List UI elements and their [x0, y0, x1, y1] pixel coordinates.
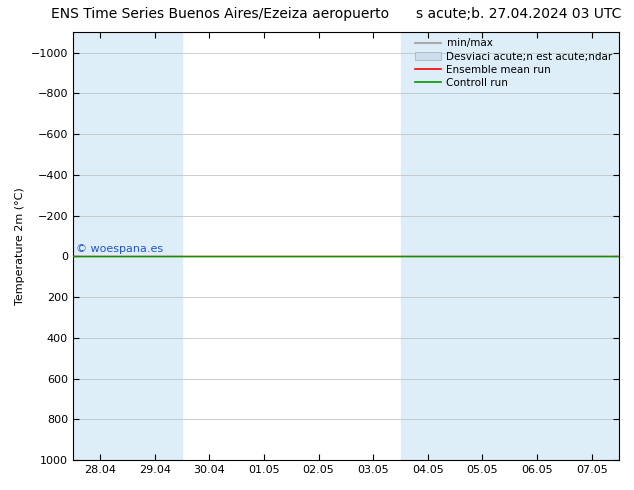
Text: ENS Time Series Buenos Aires/Ezeiza aeropuerto: ENS Time Series Buenos Aires/Ezeiza aero…: [51, 7, 389, 22]
Bar: [73, 32, 127, 460]
Bar: [401, 32, 455, 460]
Text: © woespana.es: © woespana.es: [75, 244, 163, 254]
Bar: [127, 32, 182, 460]
Legend: min/max, Desviaci acute;n est acute;ndar, Ensemble mean run, Controll run: min/max, Desviaci acute;n est acute;ndar…: [411, 34, 617, 92]
Text: s acute;b. 27.04.2024 03 UTC: s acute;b. 27.04.2024 03 UTC: [416, 7, 621, 22]
Y-axis label: Temperature 2m (°C): Temperature 2m (°C): [15, 187, 25, 305]
Bar: [564, 32, 619, 460]
Bar: [510, 32, 564, 460]
Bar: [455, 32, 510, 460]
